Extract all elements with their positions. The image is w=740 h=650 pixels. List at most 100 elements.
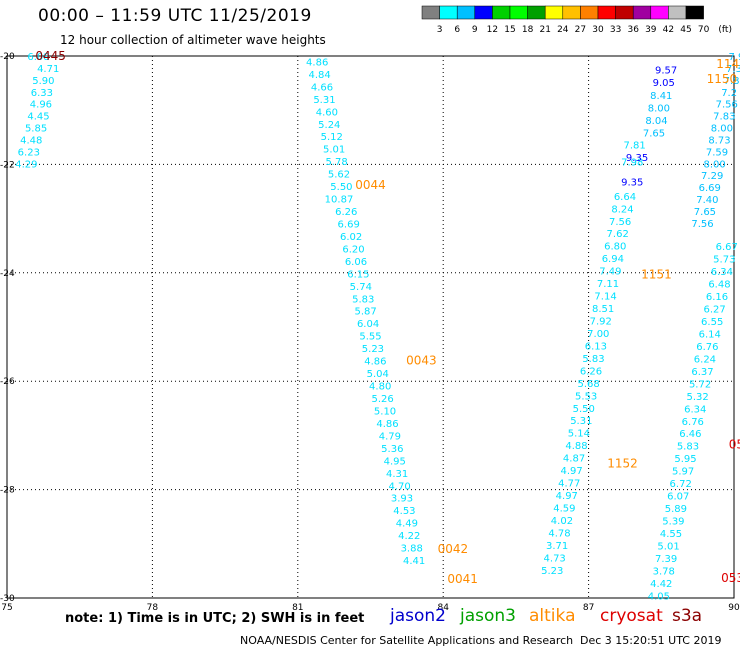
wave-height-value: 7.59: [706, 147, 728, 158]
wave-height-value: 6.20: [342, 244, 364, 255]
wave-height-value: 5.01: [657, 541, 679, 552]
wave-height-value: 4.22: [398, 531, 420, 542]
wave-height-value: 5.32: [687, 392, 709, 403]
wave-height-value: 6.80: [604, 242, 626, 253]
wave-height-value: 4.70: [388, 481, 410, 492]
wave-height-value: 6.34: [684, 404, 706, 415]
legend-label: 9: [472, 25, 478, 35]
wave-height-value: 7.49: [599, 267, 621, 278]
wave-height-value: 6.26: [335, 207, 357, 218]
wave-height-value: 4.45: [27, 112, 49, 123]
chart-subtitle: 12 hour collection of altimeter wave hei…: [60, 33, 326, 47]
credit-text: NOAA/NESDIS Center for Satellite Applica…: [240, 634, 574, 647]
wave-height-value: 3.88: [401, 544, 423, 555]
wave-height-value: 6.94: [602, 254, 624, 265]
x-tick-label: 87: [583, 603, 594, 610]
wave-height-value: 6.46: [679, 429, 701, 440]
wave-height-value: 5.74: [350, 282, 372, 293]
wave-height-value: 7.92: [590, 316, 612, 327]
wave-height-value: 6.23: [18, 147, 40, 158]
x-tick-label: 84: [437, 603, 449, 610]
wave-height-value: 9.35: [621, 178, 643, 189]
wave-height-value: 6.27: [703, 305, 725, 316]
wave-height-value: 4.80: [369, 382, 391, 393]
pass-time-label: 0042: [438, 542, 469, 556]
wave-height-value: 6.14: [699, 330, 721, 341]
wave-height-value: 6.06: [345, 257, 367, 268]
wave-height-value: 4.77: [558, 479, 580, 490]
sat-label-cryosat: cryosat: [600, 606, 663, 626]
wave-height-value: 4.95: [384, 456, 406, 467]
wave-height-value: 4.53: [393, 506, 415, 517]
wave-height-value: 5.12: [321, 132, 343, 143]
color-scale-legend: 3 6 9 12 15 18 21 24 27 30 33 36 39 42 45 70 (ft): [421, 5, 732, 35]
y-tick-label: -30: [0, 594, 15, 604]
wave-height-value: 4.97: [556, 491, 578, 502]
legend-label: 6: [454, 25, 460, 35]
y-tick-label: -22: [0, 160, 15, 170]
wave-height-value: 6.07: [667, 492, 689, 503]
wave-height-value: 4.79: [379, 431, 401, 442]
legend-label: 18: [522, 25, 534, 35]
wave-height-value: 4.59: [553, 503, 575, 514]
wave-height-value: 5.10: [374, 406, 396, 417]
wave-height-value: 7.14: [594, 292, 616, 303]
wave-height-value: 10.87: [325, 195, 354, 206]
wave-height-value: 6.69: [699, 183, 721, 194]
wave-height-value: 6.26: [580, 366, 602, 377]
wave-height-value: 5.78: [325, 157, 347, 168]
pass-time-label: 0041: [447, 572, 478, 586]
wave-height-value: 4.87: [563, 454, 585, 465]
wave-height-value: 5.89: [665, 504, 687, 515]
wave-height-value: 4.73: [544, 553, 566, 564]
pass-time-label: 0537: [721, 571, 740, 585]
wave-height-value: 4.78: [548, 528, 570, 539]
pass-time-label: 0044: [355, 178, 386, 192]
wave-height-value: 4.71: [37, 64, 59, 75]
wave-height-value: 7.8: [724, 76, 740, 87]
wave-height-value: 7.65: [694, 207, 716, 218]
wave-height-value: 7.62: [607, 229, 629, 240]
x-tick-label: 90: [728, 603, 740, 610]
wave-height-value: 6.69: [338, 219, 360, 230]
wave-height-value: 4.86: [306, 57, 328, 68]
wave-height-value: 8.00: [703, 159, 725, 170]
wave-height-value: 4.66: [311, 82, 333, 93]
wave-height-value: 7.39: [655, 554, 677, 565]
legend-label: 15: [504, 25, 515, 35]
y-tick-label: -24: [0, 269, 15, 279]
y-tick-label: -28: [0, 486, 15, 496]
pass-time-label: 05: [729, 438, 740, 452]
wave-height-value: 9.57: [655, 66, 677, 77]
wave-height-value: 6.48: [708, 280, 730, 291]
wave-height-value: 7.00: [587, 329, 609, 340]
legend-label: 70: [698, 25, 710, 35]
legend-label: (ft): [718, 25, 732, 35]
x-tick-label: 75: [1, 603, 12, 610]
wave-height-value: 8.04: [645, 116, 667, 127]
note-text: note: 1) Time is in UTC; 2) SWH is in fe…: [65, 611, 365, 626]
legend-label: 36: [627, 25, 639, 35]
legend-label: 45: [680, 25, 691, 35]
legend-label: 21: [539, 25, 550, 35]
wave-height-value: 7.56: [716, 100, 738, 111]
legend-label: 42: [663, 25, 674, 35]
wave-height-value: 7.9: [728, 52, 740, 63]
wave-height-value: 5.50: [573, 404, 595, 415]
pass-time-label: 1149: [716, 57, 740, 71]
wave-height-value: 4.05: [648, 591, 670, 602]
legend-label: 12: [487, 25, 498, 35]
wave-height-value: 6.02: [340, 232, 362, 243]
wave-height-value: 6.24: [694, 354, 716, 365]
pass-time-label: 1150: [707, 72, 738, 86]
wave-height-value: 4.31: [386, 469, 408, 480]
wave-height-value: 5.39: [662, 516, 684, 527]
timestamp-text: Dec 3 15:20:51 UTC 2019: [580, 634, 722, 647]
sat-label-s3a: s3a: [672, 606, 703, 626]
wave-height-value: 7.2: [721, 88, 737, 99]
wave-height-value: 4.60: [316, 107, 338, 118]
wave-height-value: 4.48: [20, 135, 42, 146]
wave-height-value: 6.72: [670, 479, 692, 490]
wave-height-value: 5.95: [674, 454, 696, 465]
legend-swatch: [685, 5, 704, 20]
